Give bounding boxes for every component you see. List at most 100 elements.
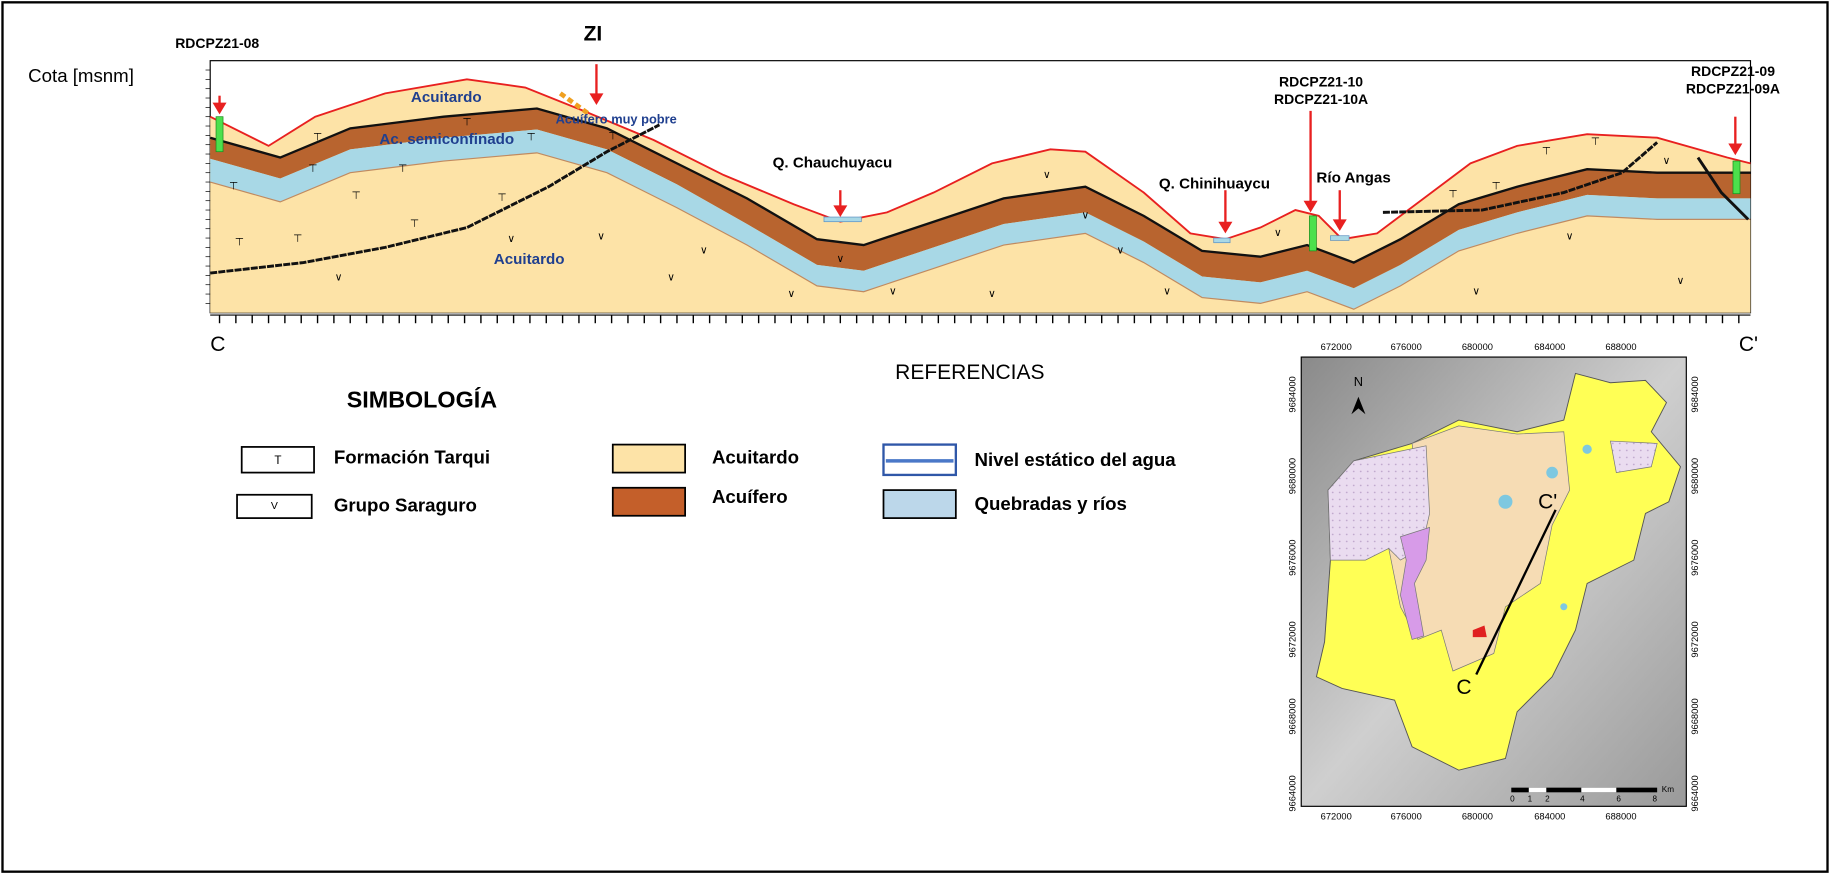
lithology-symbol: ∨: [787, 288, 795, 300]
fault: [1696, 156, 1750, 221]
lithology-symbol: ∨: [667, 272, 675, 284]
map-x-tick: 680000: [1462, 811, 1493, 821]
arrow-head: [833, 205, 848, 218]
lithology-symbol: ∨: [1472, 286, 1480, 298]
legend-swatch: [882, 489, 957, 519]
well-label: RDCPZ21-08: [175, 35, 259, 51]
map-zone: [1388, 425, 1570, 672]
lithology-symbol: ⊤: [497, 192, 506, 204]
legend-title: SIMBOLOGÍA: [347, 386, 497, 413]
stream: [1330, 235, 1350, 241]
stream-label: Q. Chinihuaycu: [1159, 175, 1270, 192]
map-labels: 6720006720006760006760006800006800006840…: [1288, 342, 1701, 821]
stream: [1213, 237, 1231, 244]
lithology-symbol: ∨: [836, 253, 844, 265]
map-y-tick: 9684000: [1690, 376, 1700, 412]
map-y-tick: 9668000: [1288, 698, 1298, 734]
well-label: RDCPZ21-09A: [1686, 81, 1780, 97]
legend-label: Quebradas y ríos: [975, 493, 1127, 514]
scale-tick-label: 4: [1580, 794, 1585, 803]
arrow-head: [589, 93, 604, 106]
lithology-symbol: ⊤: [313, 131, 322, 143]
poor-aquifer: [558, 91, 591, 117]
lithology-symbol: ∨: [889, 286, 897, 298]
legend-label: Acuífero: [712, 486, 788, 507]
arrow-head: [1332, 219, 1347, 232]
north-arrow: [1351, 396, 1366, 415]
lithology-symbol: ∨: [597, 231, 605, 243]
lithology-symbol: ⊤: [462, 116, 471, 128]
well-label: RDCPZ21-10A: [1274, 91, 1368, 107]
arrow-head: [1303, 200, 1318, 213]
map-water: [1546, 466, 1558, 479]
map-y-tick: 9672000: [1690, 621, 1700, 657]
map-x-tick: 688000: [1605, 811, 1636, 821]
base-line: [210, 152, 1751, 310]
map-section-end: C': [1538, 490, 1557, 513]
unit-label: Acuitardo: [411, 89, 482, 106]
arrow-head: [1728, 143, 1743, 156]
lithology-symbol: ⊤: [410, 218, 419, 230]
map-zone: [1400, 526, 1431, 640]
lithology-symbol: ∨: [988, 288, 996, 300]
legend-label: Nivel estático del agua: [975, 449, 1177, 470]
lithology-symbol: ⊤: [293, 233, 302, 245]
lithology-symbol: ∨: [1117, 245, 1125, 257]
legend-label: Acuitardo: [712, 447, 799, 468]
map-x-tick: 680000: [1462, 342, 1493, 352]
lithology-symbol: ∨: [507, 233, 515, 245]
map-y-tick: 9672000: [1288, 621, 1298, 657]
map-x-tick: 672000: [1321, 811, 1352, 821]
section-line: [1475, 509, 1557, 675]
legend-label: Formación Tarqui: [334, 447, 490, 468]
lithology-symbol: ∨: [1677, 275, 1685, 287]
well: [1309, 215, 1317, 252]
well-label: RDCPZ21-10: [1279, 74, 1363, 90]
legend-symbol: T: [274, 454, 281, 467]
map-x-tick: 684000: [1534, 342, 1565, 352]
lithology-symbol: ⊤: [308, 163, 317, 175]
map-y-tick: 9664000: [1690, 775, 1700, 811]
map-y-tick: 9668000: [1690, 698, 1700, 734]
lithology-symbol: ⊤: [398, 163, 407, 175]
map-x-tick: 684000: [1534, 811, 1565, 821]
well-label: RDCPZ21-09: [1691, 63, 1775, 79]
lithology-symbol: ∨: [1274, 227, 1282, 239]
scale-tick-label: 2: [1545, 794, 1550, 803]
map-x-tick: 676000: [1391, 811, 1422, 821]
location-map: [1300, 356, 1687, 807]
arrow-head: [1218, 221, 1233, 234]
lithology-symbol: ⊤: [1591, 136, 1600, 148]
legend-swatch: [240, 446, 315, 474]
stream-label: Q. Chauchuyacu: [773, 154, 893, 171]
scale-tick-label: 6: [1616, 794, 1621, 803]
legend-symbol: V: [271, 500, 278, 512]
lithology-symbol: ⊤: [1448, 189, 1457, 201]
zone-label: ZI: [584, 23, 603, 46]
legend-swatch: [611, 486, 686, 517]
unit-label: Acuitardo: [494, 251, 565, 268]
lithology-symbol: ⊤: [351, 190, 360, 202]
map-y-tick: 9684000: [1288, 376, 1298, 412]
stream-label: Río Angas: [1316, 170, 1390, 187]
lithology-symbol: ⊤: [229, 180, 238, 192]
lithology-symbol: ∨: [335, 272, 343, 284]
scale-tick-label: 0: [1510, 794, 1515, 803]
lithology-symbol: ∨: [1043, 169, 1051, 181]
unit-label: Ac. semiconfinado: [379, 131, 514, 148]
stream: [823, 216, 862, 223]
map-x-tick: 676000: [1391, 342, 1422, 352]
map-water: [1560, 603, 1568, 611]
ground-surface: [209, 78, 1751, 241]
well: [215, 116, 224, 153]
scale-tick-label: 1: [1528, 794, 1533, 803]
scale-tick-label: 8: [1653, 794, 1658, 803]
lithology-symbol: ∨: [700, 245, 708, 257]
legend-swatch: [236, 493, 313, 519]
map-y-tick: 9664000: [1288, 775, 1298, 811]
lithology-symbol: ⊤: [235, 236, 244, 248]
arrow-head: [212, 102, 227, 115]
lithology-symbol: ⊤: [1542, 145, 1551, 157]
section-end: C: [210, 333, 225, 356]
